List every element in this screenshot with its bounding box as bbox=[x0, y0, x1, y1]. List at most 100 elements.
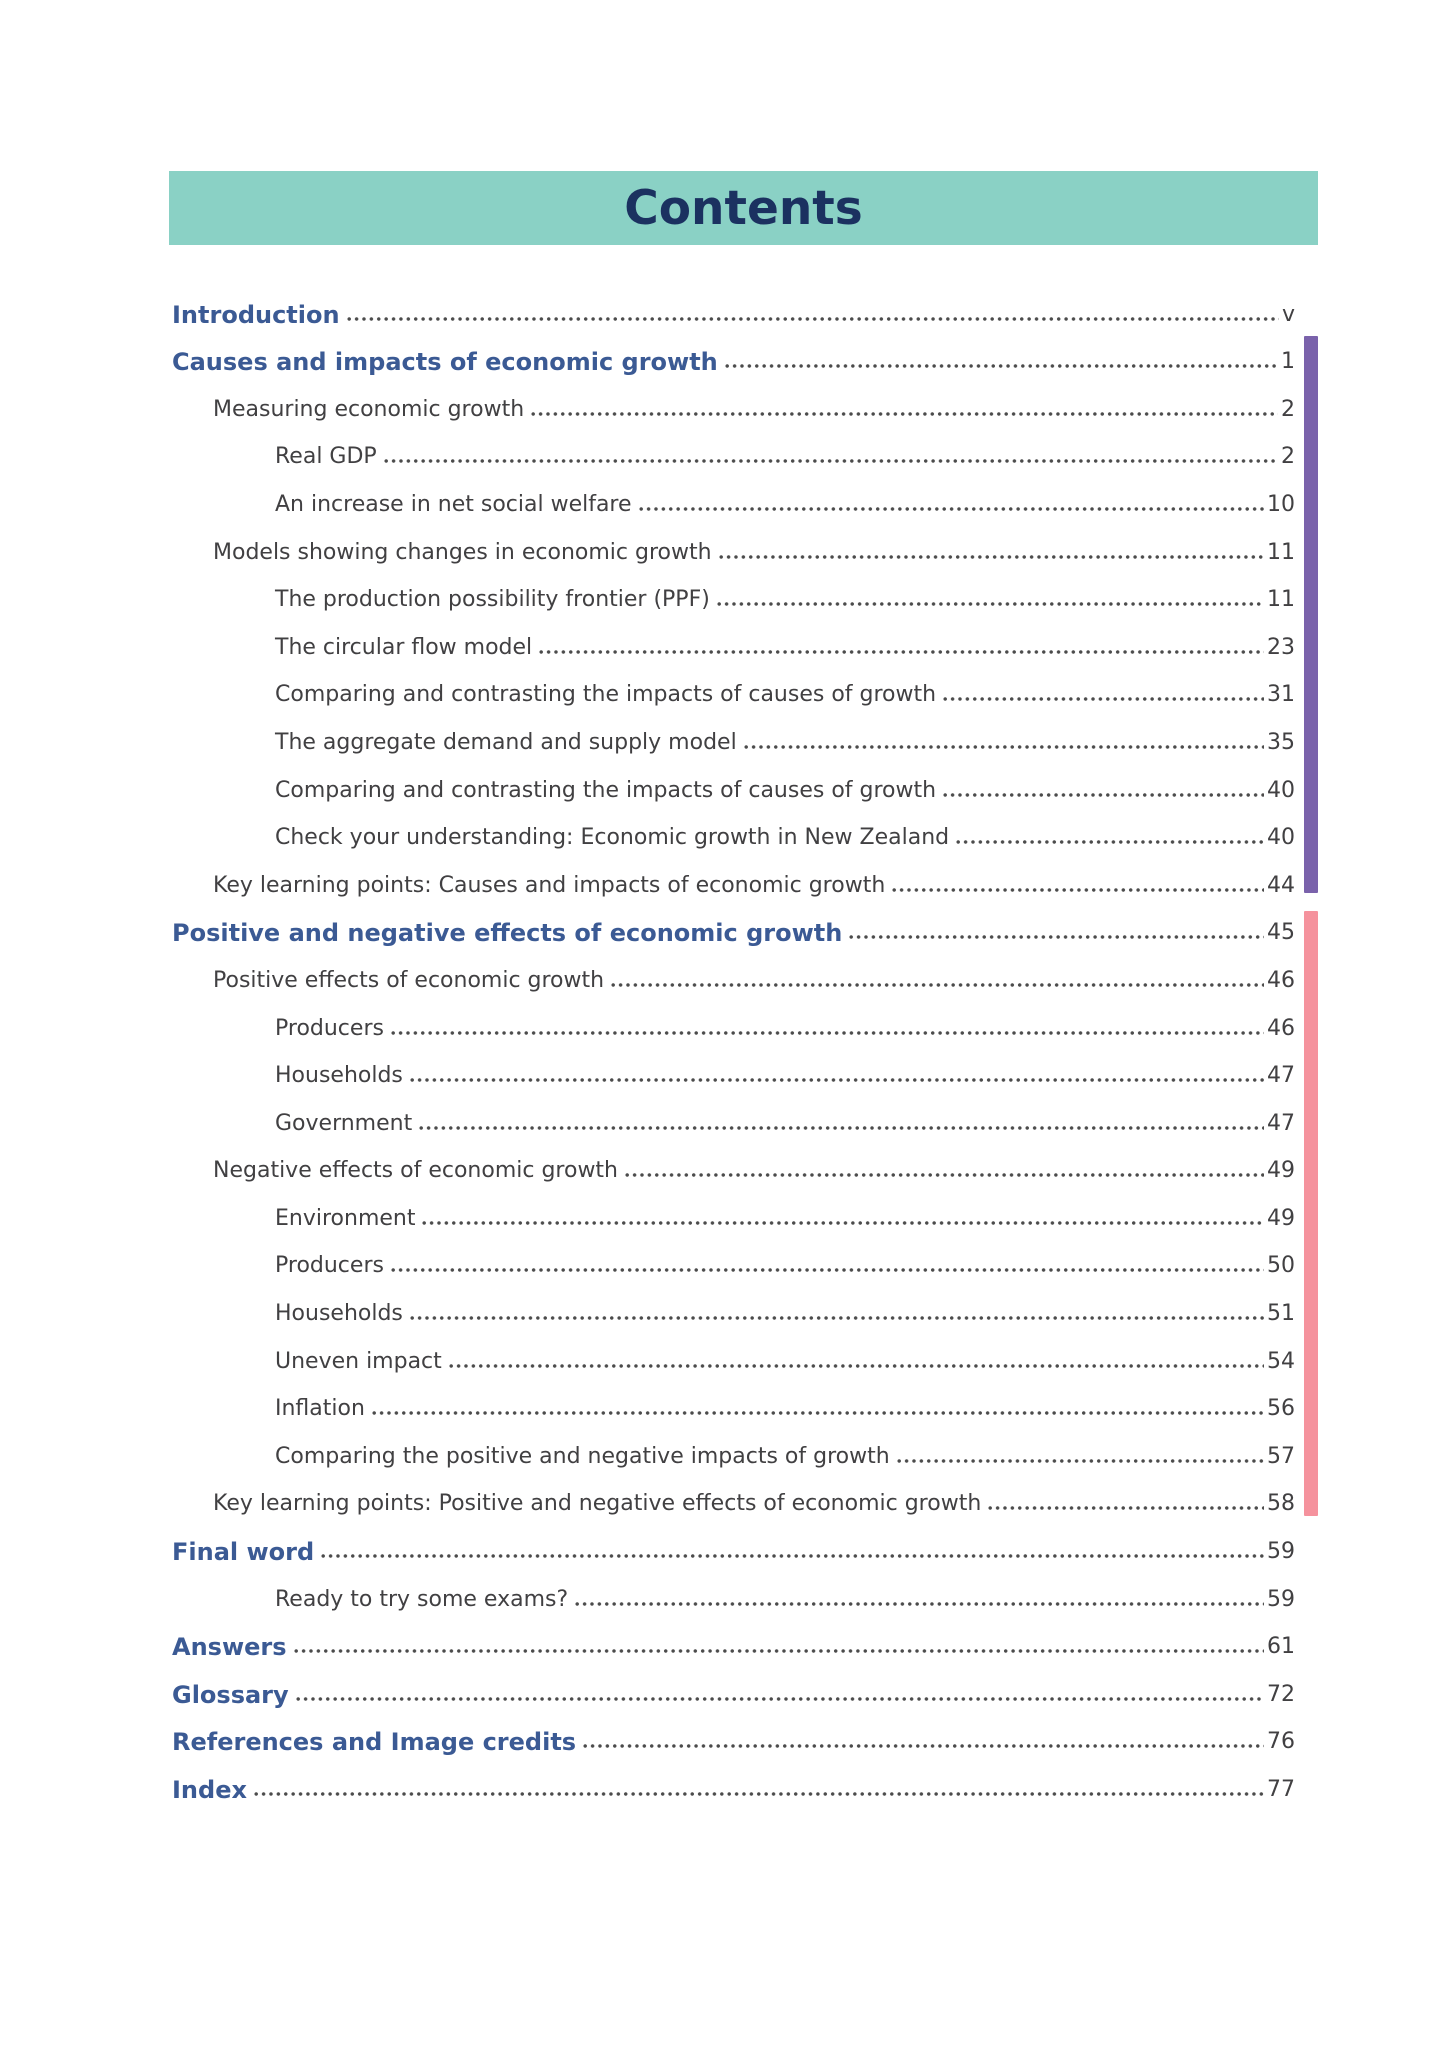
toc-entry-page: 11 bbox=[1267, 587, 1295, 613]
dot-leader bbox=[448, 1362, 1264, 1369]
toc-entry-page: 46 bbox=[1267, 1015, 1295, 1041]
dot-leader bbox=[295, 1695, 1264, 1702]
toc-entry-page: 44 bbox=[1267, 872, 1295, 898]
toc-entry-label: Government bbox=[275, 1110, 413, 1136]
toc-entry-label: Households bbox=[275, 1063, 403, 1089]
dot-leader bbox=[988, 1505, 1264, 1512]
toc-entry[interactable]: The circular flow model 23 bbox=[169, 617, 1318, 665]
toc-entry[interactable]: Answers 61 bbox=[169, 1617, 1318, 1665]
toc-entry-page: 77 bbox=[1267, 1777, 1295, 1802]
toc-entry[interactable]: Introduction v bbox=[169, 284, 1318, 332]
dot-leader bbox=[419, 1124, 1264, 1131]
toc-entry[interactable]: Glossary 72 bbox=[169, 1664, 1318, 1712]
toc-entry[interactable]: Inflation 56 bbox=[169, 1379, 1318, 1427]
toc-entry-page: 49 bbox=[1267, 1158, 1295, 1184]
dot-leader bbox=[716, 601, 1264, 608]
toc-entry-label: Environment bbox=[275, 1205, 416, 1231]
dot-leader bbox=[892, 886, 1264, 893]
toc-entry-label: Comparing and contrasting the impacts of… bbox=[275, 777, 937, 803]
dot-leader bbox=[371, 1410, 1264, 1417]
toc-entry[interactable]: Households 51 bbox=[169, 1283, 1318, 1331]
toc-entry[interactable]: Comparing and contrasting the impacts of… bbox=[169, 760, 1318, 808]
toc-entry-page: v bbox=[1281, 301, 1295, 327]
toc-entry-page: 51 bbox=[1267, 1301, 1295, 1327]
toc-entry[interactable]: Final word 59 bbox=[169, 1521, 1318, 1569]
section-bar-pink bbox=[1304, 910, 1318, 1517]
toc-entry[interactable]: Measuring economic growth 2 bbox=[169, 379, 1318, 427]
toc-entry-label: Introduction bbox=[172, 300, 340, 329]
toc-entry[interactable]: Households 47 bbox=[169, 1046, 1318, 1094]
dot-leader bbox=[611, 981, 1264, 988]
toc-entry-label: An increase in net social welfare bbox=[275, 491, 632, 517]
toc-entry-label: The production possibility frontier (PPF… bbox=[275, 587, 710, 613]
toc-entry[interactable]: Check your understanding: Economic growt… bbox=[169, 808, 1318, 856]
toc-entry-page: 35 bbox=[1267, 729, 1295, 755]
contents-header-bar: Contents bbox=[169, 171, 1318, 245]
toc-entry[interactable]: Positive effects of economic growth 46 bbox=[169, 950, 1318, 998]
toc-entry-label: The circular flow model bbox=[275, 634, 533, 660]
toc-entry[interactable]: The production possibility frontier (PPF… bbox=[169, 570, 1318, 618]
toc-entry[interactable]: An increase in net social welfare 10 bbox=[169, 474, 1318, 522]
toc-entry[interactable]: Uneven impact 54 bbox=[169, 1331, 1318, 1379]
toc-entry[interactable]: References and Image credits 76 bbox=[169, 1712, 1318, 1760]
dot-leader bbox=[575, 1600, 1264, 1607]
toc-entry-page: 2 bbox=[1281, 396, 1295, 422]
toc-entry[interactable]: The aggregate demand and supply model 35 bbox=[169, 712, 1318, 760]
section-bar-purple bbox=[1304, 335, 1318, 893]
toc-entry-page: 47 bbox=[1267, 1063, 1295, 1089]
toc-entry-label: Positive and negative effects of economi… bbox=[172, 919, 843, 948]
toc-entry[interactable]: Producers 50 bbox=[169, 1236, 1318, 1284]
dot-leader bbox=[293, 1648, 1264, 1655]
toc-entry-label: Key learning points: Causes and impacts … bbox=[213, 872, 886, 898]
toc-entry-label: Comparing the positive and negative impa… bbox=[275, 1443, 890, 1469]
toc-entry[interactable]: Models showing changes in economic growt… bbox=[169, 522, 1318, 570]
toc-entry[interactable]: Ready to try some exams? 59 bbox=[169, 1569, 1318, 1617]
table-of-contents: Introduction v Causes and impacts of eco… bbox=[169, 284, 1318, 1807]
toc-entry[interactable]: Index 77 bbox=[169, 1759, 1318, 1807]
toc-entry-page: 61 bbox=[1267, 1634, 1295, 1660]
dot-leader bbox=[943, 791, 1264, 798]
toc-entry[interactable]: Causes and impacts of economic growth 1 bbox=[169, 332, 1318, 380]
toc-entry-label: Inflation bbox=[275, 1396, 365, 1422]
toc-entry[interactable]: Key learning points: Causes and impacts … bbox=[169, 855, 1318, 903]
toc-entry[interactable]: Environment 49 bbox=[169, 1188, 1318, 1236]
dot-leader bbox=[390, 1267, 1264, 1274]
toc-entry-label: Index bbox=[172, 1776, 247, 1804]
toc-entry-label: Causes and impacts of economic growth bbox=[172, 348, 718, 377]
dot-leader bbox=[743, 743, 1264, 750]
dot-leader bbox=[409, 1315, 1264, 1322]
dot-leader bbox=[346, 315, 1279, 322]
toc-section-positive-and-negative-effects: Positive and negative effects of economi… bbox=[169, 903, 1318, 1522]
dot-leader bbox=[896, 1457, 1264, 1464]
dot-leader bbox=[253, 1791, 1264, 1797]
toc-entry-page: 50 bbox=[1267, 1253, 1295, 1279]
toc-section-back: Final word 59 Ready to try some exams? 5… bbox=[169, 1521, 1318, 1807]
toc-entry-label: Measuring economic growth bbox=[213, 396, 525, 422]
toc-entry[interactable]: Positive and negative effects of economi… bbox=[169, 903, 1318, 951]
toc-entry[interactable]: Real GDP 2 bbox=[169, 427, 1318, 475]
toc-entry-label: Models showing changes in economic growt… bbox=[213, 539, 712, 565]
toc-entry[interactable]: Producers 46 bbox=[169, 998, 1318, 1046]
dot-leader bbox=[422, 1219, 1264, 1226]
dot-leader bbox=[638, 505, 1264, 512]
toc-section-causes-and-impacts: Causes and impacts of economic growth 1 … bbox=[169, 332, 1318, 903]
toc-entry-page: 10 bbox=[1267, 491, 1295, 517]
toc-entry[interactable]: Key learning points: Positive and negati… bbox=[169, 1474, 1318, 1522]
toc-entry-page: 40 bbox=[1267, 777, 1295, 803]
dot-leader bbox=[956, 839, 1264, 846]
dot-leader bbox=[849, 934, 1264, 941]
toc-entry-label: Check your understanding: Economic growt… bbox=[275, 825, 950, 851]
dot-leader bbox=[390, 1029, 1264, 1036]
toc-entry[interactable]: Comparing and contrasting the impacts of… bbox=[169, 665, 1318, 713]
toc-entry[interactable]: Government 47 bbox=[169, 1093, 1318, 1141]
toc-entry-page: 11 bbox=[1267, 539, 1295, 565]
toc-entry-label: Comparing and contrasting the impacts of… bbox=[275, 682, 937, 708]
toc-entry[interactable]: Negative effects of economic growth 49 bbox=[169, 1141, 1318, 1189]
toc-entry-page: 23 bbox=[1267, 634, 1295, 660]
toc-entry[interactable]: Comparing the positive and negative impa… bbox=[169, 1426, 1318, 1474]
dot-leader bbox=[583, 1743, 1264, 1750]
dot-leader bbox=[539, 648, 1264, 655]
toc-entry-label: Final word bbox=[172, 1538, 315, 1567]
dot-leader bbox=[625, 1172, 1264, 1179]
dot-leader bbox=[383, 458, 1278, 465]
